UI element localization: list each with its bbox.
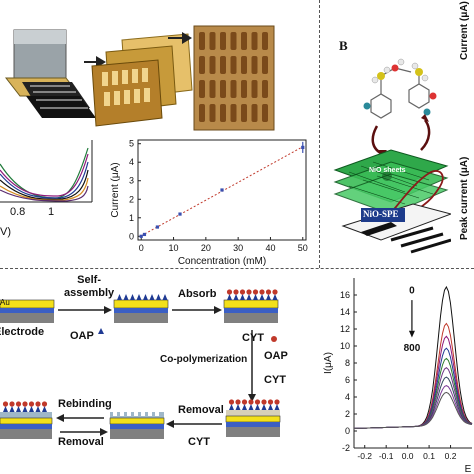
copolymerization-label: Co-polymerization	[160, 354, 248, 365]
panel-divider-horizontal	[0, 268, 474, 269]
removal-label-bottom: Removal	[58, 436, 104, 448]
y-tick-label: 6	[345, 375, 350, 385]
y-tick-label: 10	[340, 341, 350, 351]
fabrication-illustration	[0, 0, 318, 140]
au-label: Au	[0, 298, 10, 307]
arrow-icon	[168, 32, 192, 44]
data-point	[142, 232, 147, 237]
x-axis-label: Concentration (mM)	[178, 256, 266, 267]
y-tick-label: 8	[345, 358, 350, 368]
electrode-oap-cyt	[223, 289, 279, 323]
removal-label-top: Removal	[178, 404, 224, 416]
y-tick-label: 5	[129, 139, 134, 149]
electrode-oap	[113, 294, 169, 323]
y-axis-label: I(μA)	[323, 352, 334, 374]
y-tick-label: 16	[340, 290, 350, 300]
electrode-label: NiO-SPE	[363, 209, 399, 219]
x-tick-label: 0.0	[402, 451, 414, 461]
mip-scheme-svg	[0, 289, 281, 439]
y-tick-label: 4	[345, 392, 350, 402]
y-tick-label: 2	[345, 409, 350, 419]
gold-electrode-sheets-image	[91, 33, 193, 127]
partial-voltammogram: 0.8 1 V)	[0, 140, 100, 268]
data-point	[178, 212, 182, 216]
nio-sensor-illustration	[333, 58, 451, 254]
y-tick-label: 3	[129, 176, 134, 186]
panel-letter: B	[339, 38, 348, 53]
cyt-label: CYT	[242, 332, 264, 344]
y-axis-label: Current (μA)	[110, 162, 121, 217]
y-tick-label: -2	[342, 443, 350, 453]
x-tick-label: -0.1	[379, 451, 394, 461]
tick-label: 0.8	[10, 206, 26, 218]
y-tick-label: 14	[340, 307, 350, 317]
x-tick-label: 50	[298, 243, 308, 253]
data-point	[155, 225, 159, 229]
dpv-chart-svg: -2 0 2 4 6 8 10 12 14 16 -0.2 -0.1 0.0 0.1 0.2 0 800 I(μA…	[323, 278, 473, 474]
side-axis-label-top: Current (μA)	[459, 1, 470, 60]
y-tick-label: 1	[129, 213, 134, 223]
electrode-bare	[0, 299, 55, 323]
mip-scheme: Au Electrode Self- assembly OAP Absorb C…	[0, 270, 318, 474]
absorb-label: Absorb	[178, 288, 217, 300]
fabrication-svg	[4, 25, 275, 131]
panel-divider-vertical	[319, 0, 320, 268]
self-assembly-label: Self- assembly	[64, 274, 115, 299]
x-tick-label: 30	[233, 243, 243, 253]
x-tick-label: 10	[169, 243, 179, 253]
electrode-label: Electrode	[0, 326, 45, 338]
electrode-imprinted	[109, 412, 165, 439]
x-axis-label: E	[465, 464, 472, 474]
oap-label: OAP	[70, 330, 94, 342]
data-point	[220, 188, 224, 192]
panel-b: B	[321, 0, 474, 268]
dpv-curve	[354, 385, 473, 429]
x-tick-label: -0.2	[357, 451, 372, 461]
rebinding-label: Rebinding	[58, 398, 112, 410]
y-tick-label: 0	[345, 426, 350, 436]
axis-unit-fragment: V)	[0, 226, 11, 238]
side-axis-label-bottom: Peak current (μA)	[459, 156, 470, 240]
y-tick-label: 0	[129, 231, 134, 241]
oap-label-2: OAP	[264, 350, 288, 362]
annotation-start: 0	[409, 285, 415, 296]
y-tick-label: 4	[129, 157, 134, 167]
screen-printer-image	[4, 29, 96, 118]
tick-label: 1	[48, 206, 55, 218]
x-tick-label: 0.2	[445, 451, 457, 461]
partial-voltammogram-svg	[0, 140, 93, 203]
electrode-rebound	[0, 401, 53, 439]
electrode-polymer-template	[225, 399, 281, 437]
data-point	[139, 234, 143, 238]
calibration-chart-svg: 0 10 20 30 40 50 0 1 2 3 4 5 Concentration (mM) Curre…	[110, 139, 308, 267]
x-tick-label: 40	[265, 243, 275, 253]
nio-sheets-label: NiO sheets	[369, 167, 406, 174]
annotation-arrowhead	[408, 330, 415, 338]
electrode-array-image	[193, 25, 275, 131]
nio-sheet-image	[333, 149, 449, 215]
dpv-chart: -2 0 2 4 6 8 10 12 14 16 -0.2 -0.1 0.0 0.1 0.2 0 800 I(μA…	[322, 272, 474, 474]
dpv-curve	[354, 391, 473, 429]
plot-frame	[137, 139, 307, 241]
x-tick-label: 20	[201, 243, 211, 253]
calibration-chart: 0 10 20 30 40 50 0 1 2 3 4 5 Concentration (mM) Curre…	[108, 132, 318, 268]
y-tick-label: 12	[340, 324, 350, 334]
cyt-label-2: CYT	[264, 374, 286, 386]
x-tick-label: 0.1	[423, 451, 435, 461]
cyt-label-3: CYT	[188, 436, 210, 448]
annotation-end: 800	[404, 343, 421, 354]
y-tick-label: 2	[129, 194, 134, 204]
x-tick-label: 0	[139, 243, 144, 253]
